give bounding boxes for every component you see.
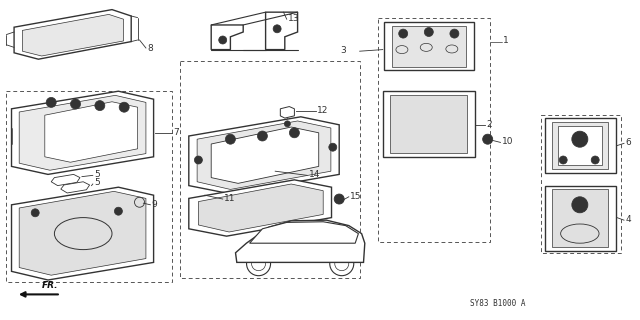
Text: 2: 2 <box>486 120 492 129</box>
Text: FR.: FR. <box>42 281 58 290</box>
Text: 7: 7 <box>173 128 179 137</box>
Circle shape <box>424 28 433 36</box>
Circle shape <box>225 134 236 144</box>
Circle shape <box>284 121 291 127</box>
Text: 9: 9 <box>152 200 157 209</box>
Text: 5: 5 <box>94 178 100 187</box>
Polygon shape <box>552 189 608 247</box>
Circle shape <box>219 36 227 44</box>
Circle shape <box>289 128 300 138</box>
Polygon shape <box>211 127 319 183</box>
Text: 10: 10 <box>502 137 513 146</box>
Circle shape <box>115 207 122 215</box>
Polygon shape <box>197 121 331 189</box>
Polygon shape <box>211 25 243 50</box>
Polygon shape <box>390 95 467 153</box>
Text: 3: 3 <box>340 46 346 55</box>
Circle shape <box>119 102 129 112</box>
Polygon shape <box>19 95 146 170</box>
Text: 12: 12 <box>317 106 328 115</box>
Circle shape <box>31 209 39 217</box>
Polygon shape <box>384 22 474 70</box>
Polygon shape <box>392 26 466 67</box>
Text: 14: 14 <box>308 170 320 179</box>
Polygon shape <box>51 174 80 186</box>
Circle shape <box>257 131 268 141</box>
Polygon shape <box>236 220 365 262</box>
Circle shape <box>195 156 202 164</box>
Circle shape <box>95 100 105 111</box>
Polygon shape <box>14 10 131 59</box>
Bar <box>378 18 490 242</box>
Circle shape <box>399 29 408 38</box>
Polygon shape <box>545 186 616 251</box>
Polygon shape <box>250 222 358 243</box>
Text: 11: 11 <box>224 194 236 203</box>
Text: 1: 1 <box>503 36 509 45</box>
Circle shape <box>572 197 588 213</box>
Circle shape <box>273 25 281 33</box>
Polygon shape <box>266 12 298 50</box>
Text: 4: 4 <box>625 215 631 224</box>
Polygon shape <box>545 118 616 173</box>
Circle shape <box>334 194 344 204</box>
Polygon shape <box>12 187 154 280</box>
Circle shape <box>46 97 56 108</box>
Polygon shape <box>22 14 124 56</box>
Bar <box>180 61 360 278</box>
Circle shape <box>572 131 588 147</box>
Circle shape <box>591 156 599 164</box>
Polygon shape <box>45 102 138 162</box>
Polygon shape <box>198 184 323 232</box>
Polygon shape <box>189 117 339 194</box>
Polygon shape <box>61 182 90 193</box>
Polygon shape <box>552 122 608 169</box>
Circle shape <box>70 99 81 109</box>
Bar <box>6 91 172 282</box>
Polygon shape <box>383 91 475 157</box>
Text: 8: 8 <box>147 44 153 52</box>
Text: 15: 15 <box>350 192 362 201</box>
Polygon shape <box>19 191 146 275</box>
Circle shape <box>483 134 493 144</box>
Circle shape <box>559 156 567 164</box>
Circle shape <box>450 29 459 38</box>
Polygon shape <box>189 180 332 236</box>
Circle shape <box>329 143 337 151</box>
Polygon shape <box>12 91 154 174</box>
Text: 6: 6 <box>625 138 631 147</box>
Text: 5: 5 <box>94 170 100 179</box>
Text: 13: 13 <box>288 14 300 23</box>
Polygon shape <box>558 126 602 165</box>
Text: SY83 B1000 A: SY83 B1000 A <box>470 300 526 308</box>
Polygon shape <box>280 107 294 118</box>
Bar <box>541 115 621 253</box>
